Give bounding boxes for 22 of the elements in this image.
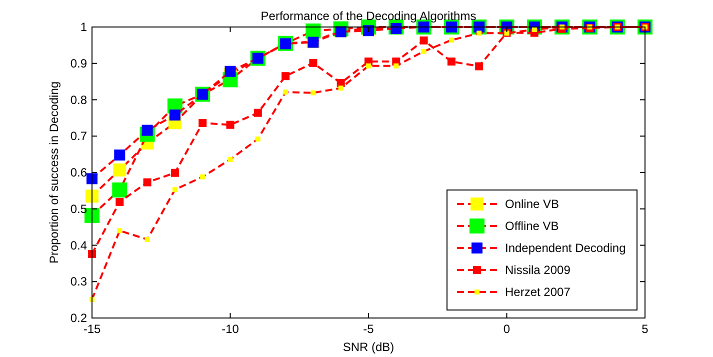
legend-label: Offline VB — [505, 219, 559, 233]
x-tick-label: 5 — [642, 322, 649, 336]
y-tick-label: 0.3 — [70, 274, 88, 289]
y-tick-label: 0.8 — [70, 92, 88, 107]
legend-label: Online VB — [505, 197, 560, 211]
y-tick-label: 0.6 — [70, 166, 88, 180]
y-tick-label: 1 — [80, 20, 88, 34]
legend-label: Nissila 2009 — [505, 263, 571, 277]
y-tick-label: 0.7 — [70, 129, 88, 144]
y-tick-label: 0.4 — [70, 238, 88, 252]
y-tick-label: 0.9 — [70, 56, 88, 70]
x-tick-label: -15 — [83, 322, 101, 336]
y-axis-title: Proportion of success in Decoding — [47, 81, 61, 264]
legend-label: Independent Decoding — [505, 241, 626, 255]
chart-title: Performance of the Decoding Algorithms — [260, 9, 476, 23]
x-tick-label: -10 — [222, 322, 240, 336]
x-tick-label: 0 — [503, 322, 510, 336]
x-axis-title: SNR (dB) — [342, 340, 394, 354]
y-tick-label: 0.5 — [70, 202, 88, 216]
legend-label: Herzet 2007 — [505, 285, 571, 299]
y-tick-label: 0.2 — [70, 311, 88, 325]
x-tick-label: -5 — [363, 322, 374, 336]
